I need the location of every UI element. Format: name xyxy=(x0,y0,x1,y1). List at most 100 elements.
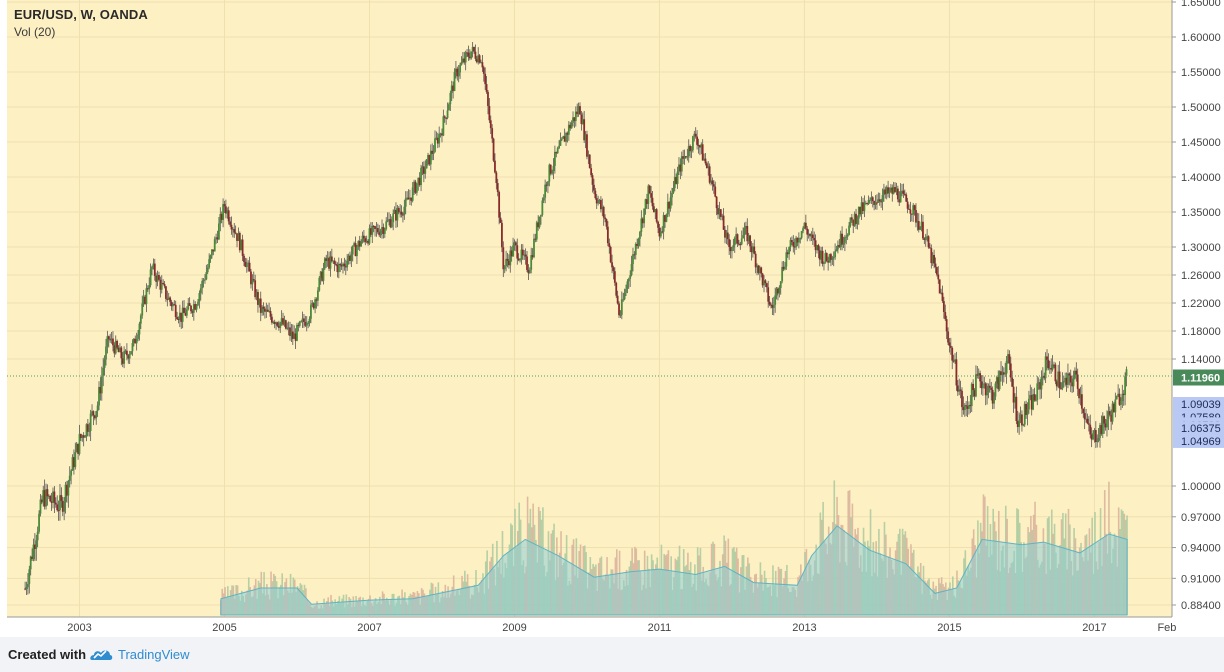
last-price-label: 1.11960 xyxy=(1181,373,1220,385)
candle-body xyxy=(335,263,337,265)
x-tick-label: 2005 xyxy=(212,622,236,634)
x-tick-label: Feb xyxy=(1157,622,1176,634)
candle-body xyxy=(195,305,198,310)
candle-body xyxy=(448,104,450,111)
symbol-title[interactable]: EUR/USD, W, OANDA xyxy=(14,7,148,22)
candle-body xyxy=(1117,393,1120,397)
candle-body xyxy=(521,249,524,256)
candle-body xyxy=(95,411,98,419)
candle-body xyxy=(738,243,740,245)
candle-body xyxy=(625,289,627,293)
candle-body xyxy=(949,345,952,348)
tradingview-cloud-icon xyxy=(88,646,114,667)
candle-body xyxy=(1069,375,1072,383)
price-chart[interactable]: 1.65000 1.60000 1.55000 1.50000 1.45000 1.400… xyxy=(0,0,1224,637)
candle-body xyxy=(680,156,683,172)
candle-body xyxy=(312,303,315,309)
candle-body xyxy=(73,457,75,468)
candle-body xyxy=(374,226,376,230)
candle-body xyxy=(639,231,641,239)
candle-body xyxy=(181,307,184,322)
candle-body xyxy=(467,52,470,57)
candle-body xyxy=(283,320,286,325)
candle-body xyxy=(137,334,139,339)
candle-body xyxy=(757,265,760,273)
candle-body xyxy=(1009,363,1012,378)
candle-body xyxy=(177,318,180,320)
candle-body xyxy=(885,187,888,195)
candle-body xyxy=(883,189,885,196)
candle-body xyxy=(153,263,156,276)
candle-body xyxy=(31,556,33,560)
candle-body xyxy=(229,221,231,225)
candle-body xyxy=(159,279,162,290)
candle-body xyxy=(655,209,658,222)
candle-body xyxy=(443,116,446,118)
candle-body xyxy=(496,183,499,192)
candle-body xyxy=(600,199,602,210)
candle-body xyxy=(606,226,609,244)
candle-body xyxy=(719,209,722,217)
candle-body xyxy=(61,500,64,512)
candle-body xyxy=(690,150,693,152)
candle-body xyxy=(772,304,775,308)
time-axis[interactable]: 2003 2005 2007 2009 2011 2013 2015 2017 Feb xyxy=(67,622,1176,634)
plot-background xyxy=(7,0,1172,617)
candle-body xyxy=(693,133,696,137)
candle-body xyxy=(724,229,726,238)
tradingview-link[interactable]: TradingView xyxy=(118,647,190,662)
candle-body xyxy=(89,413,92,431)
candle-body xyxy=(112,338,114,346)
candle-body xyxy=(82,435,85,438)
candle-body xyxy=(305,322,308,326)
candle-body xyxy=(266,309,269,312)
candle-body xyxy=(404,198,407,207)
candle-body xyxy=(981,384,984,389)
candle-body xyxy=(344,266,347,268)
candle-body xyxy=(714,186,717,197)
candle-body xyxy=(1036,383,1039,401)
price-axis[interactable]: 1.65000 1.60000 1.55000 1.50000 1.45000 1.400… xyxy=(1172,0,1224,612)
candle-body xyxy=(761,273,764,286)
candle-body xyxy=(113,345,116,354)
candle-body xyxy=(784,266,786,270)
candle-body xyxy=(1026,409,1029,415)
candle-body xyxy=(33,544,36,550)
candle-body xyxy=(816,245,818,251)
candle-body xyxy=(673,176,676,189)
candle-body xyxy=(272,322,275,324)
volume-study-label[interactable]: Vol (20) xyxy=(14,25,56,39)
candle-body xyxy=(109,339,112,341)
candle-body xyxy=(768,301,771,305)
candle-body xyxy=(679,164,682,172)
candle-body xyxy=(736,234,739,244)
candle-body xyxy=(1072,378,1075,387)
candle-body xyxy=(234,232,237,234)
candle-body xyxy=(767,287,770,302)
candle-body xyxy=(427,154,429,160)
candle-body xyxy=(332,260,335,262)
candle-body xyxy=(347,255,350,261)
candle-body xyxy=(874,202,877,205)
candle-body xyxy=(216,237,219,240)
candle-body xyxy=(584,134,587,141)
candle-body xyxy=(99,386,102,394)
candle-body xyxy=(922,221,924,239)
candle-body xyxy=(439,133,442,135)
candle-body xyxy=(428,154,431,165)
candle-body xyxy=(976,374,979,376)
candle-body xyxy=(538,216,541,228)
candle-body xyxy=(342,263,344,267)
candle-body xyxy=(297,324,300,326)
candle-body xyxy=(414,181,417,193)
candle-body xyxy=(328,257,330,269)
candle-body xyxy=(779,281,782,288)
candle-body xyxy=(319,271,322,278)
candle-body xyxy=(590,168,593,176)
candle-body xyxy=(850,217,853,220)
candle-body xyxy=(68,475,71,481)
candle-body xyxy=(202,280,205,282)
candle-body xyxy=(619,314,622,316)
candle-body xyxy=(114,340,117,354)
candle-body xyxy=(410,197,413,201)
